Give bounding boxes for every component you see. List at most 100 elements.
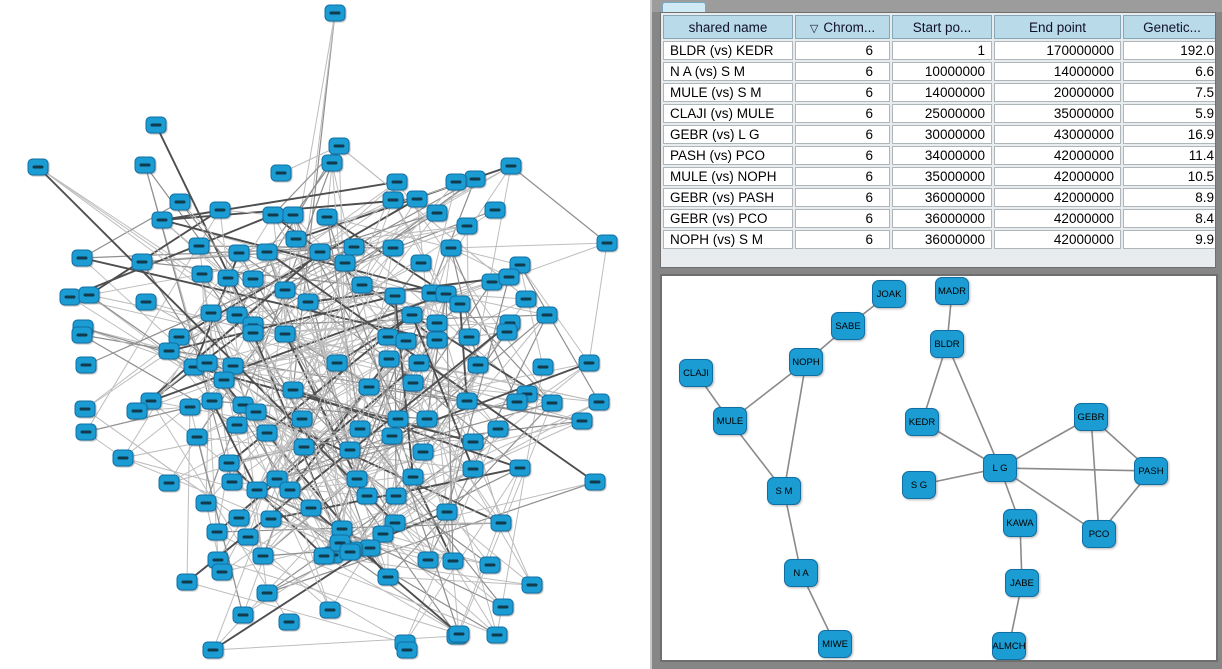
network-edge[interactable]	[252, 278, 291, 491]
table-cell[interactable]: 5.9	[1123, 104, 1215, 123]
network-edge[interactable]	[459, 303, 468, 402]
network-node[interactable]	[372, 525, 394, 543]
table-cell[interactable]: 20000000	[994, 83, 1121, 102]
network-edge[interactable]	[336, 314, 413, 364]
network-node[interactable]	[262, 206, 284, 224]
network-edge[interactable]	[946, 343, 1001, 469]
network-edge[interactable]	[292, 214, 309, 303]
table-cell[interactable]: 6	[795, 104, 890, 123]
network-node[interactable]	[449, 295, 471, 313]
network-edge[interactable]	[510, 165, 608, 244]
network-node-miwe[interactable]: MIWE	[818, 630, 852, 658]
network-node[interactable]	[191, 265, 213, 283]
table-cell[interactable]: 8.4	[1123, 209, 1215, 228]
network-node-pco[interactable]: PCO	[1082, 520, 1116, 548]
table-cell[interactable]: 35000000	[994, 104, 1121, 123]
network-node[interactable]	[59, 288, 81, 306]
network-edge[interactable]	[456, 467, 521, 637]
network-node[interactable]	[588, 393, 610, 411]
network-node[interactable]	[217, 269, 239, 287]
network-node[interactable]	[297, 293, 319, 311]
table-cell[interactable]: 6	[795, 188, 890, 207]
table-cell[interactable]: 42000000	[994, 167, 1121, 186]
network-node[interactable]	[334, 254, 356, 272]
network-node[interactable]	[27, 158, 49, 176]
network-node[interactable]	[278, 613, 300, 631]
network-node[interactable]	[496, 323, 518, 341]
network-edge[interactable]	[242, 404, 397, 497]
network-node[interactable]	[382, 239, 404, 257]
table-cell[interactable]: 7.5	[1123, 83, 1215, 102]
network-node[interactable]	[316, 208, 338, 226]
network-node[interactable]	[213, 371, 235, 389]
table-cell[interactable]: 36000000	[892, 188, 992, 207]
table-row[interactable]: MULE (vs) NOPH 6 35000000 42000000 10.5	[663, 167, 1215, 186]
network-edge[interactable]	[210, 312, 278, 480]
network-edge[interactable]	[326, 216, 361, 430]
network-edge[interactable]	[168, 178, 476, 352]
network-edge[interactable]	[256, 418, 303, 491]
network-node[interactable]	[500, 157, 522, 175]
network-node[interactable]	[326, 354, 348, 372]
network-node-mule[interactable]: MULE	[713, 407, 747, 435]
network-edge[interactable]	[212, 547, 371, 651]
network-edge[interactable]	[144, 164, 229, 279]
table-cell[interactable]: 6	[795, 230, 890, 249]
network-edge[interactable]	[168, 295, 396, 352]
network-node[interactable]	[385, 487, 407, 505]
network-node[interactable]	[416, 410, 438, 428]
column-header-2[interactable]: Start po...	[892, 15, 992, 39]
network-node[interactable]	[201, 392, 223, 410]
network-node[interactable]	[339, 441, 361, 459]
network-edge[interactable]	[81, 334, 238, 426]
network-edge[interactable]	[387, 402, 553, 578]
network-edge[interactable]	[292, 12, 336, 391]
table-cell[interactable]: 42000000	[994, 188, 1121, 207]
network-edge[interactable]	[168, 428, 361, 484]
network-edge[interactable]	[289, 489, 325, 557]
network-node-kedr[interactable]: KEDR	[905, 408, 939, 436]
network-node-madr[interactable]: MADR	[935, 277, 969, 305]
table-cell[interactable]: 6	[795, 41, 890, 60]
network-node[interactable]	[346, 470, 368, 488]
network-node[interactable]	[237, 528, 259, 546]
table-row[interactable]: GEBR (vs) L G 6 30000000 43000000 16.9	[663, 125, 1215, 144]
network-node[interactable]	[509, 459, 531, 477]
network-edge[interactable]	[262, 364, 479, 557]
network-node[interactable]	[293, 438, 315, 456]
network-edge[interactable]	[227, 212, 438, 279]
network-node[interactable]	[285, 230, 307, 248]
network-node[interactable]	[462, 433, 484, 451]
network-node[interactable]	[75, 356, 97, 374]
network-node-kawa[interactable]: KAWA	[1003, 509, 1037, 537]
network-node[interactable]	[228, 244, 250, 262]
network-node[interactable]	[200, 304, 222, 322]
column-header-4[interactable]: Genetic...	[1123, 15, 1215, 39]
network-node[interactable]	[442, 552, 464, 570]
table-cell[interactable]: 43000000	[994, 125, 1121, 144]
network-node[interactable]	[395, 332, 417, 350]
network-node[interactable]	[359, 539, 381, 557]
network-node[interactable]	[324, 4, 346, 22]
network-node[interactable]	[202, 641, 224, 659]
network-node[interactable]	[196, 354, 218, 372]
network-edge[interactable]	[323, 555, 533, 586]
network-edge[interactable]	[82, 327, 195, 368]
network-edge[interactable]	[84, 312, 212, 410]
network-edge[interactable]	[326, 162, 333, 218]
network-node[interactable]	[490, 514, 512, 532]
table-cell[interactable]: 16.9	[1123, 125, 1215, 144]
network-node[interactable]	[169, 193, 191, 211]
network-edge[interactable]	[392, 199, 447, 295]
table-cell[interactable]: 6	[795, 83, 890, 102]
table-row[interactable]: CLAJI (vs) MULE 6 25000000 35000000 5.9	[663, 104, 1215, 123]
network-node[interactable]	[319, 601, 341, 619]
network-node[interactable]	[328, 137, 350, 155]
network-node[interactable]	[186, 428, 208, 446]
network-edge[interactable]	[382, 533, 491, 566]
table-cell[interactable]: 25000000	[892, 104, 992, 123]
table-cell[interactable]: GEBR (vs) L G	[663, 125, 793, 144]
network-node[interactable]	[356, 487, 378, 505]
network-node[interactable]	[252, 547, 274, 565]
network-edge[interactable]	[186, 581, 406, 644]
